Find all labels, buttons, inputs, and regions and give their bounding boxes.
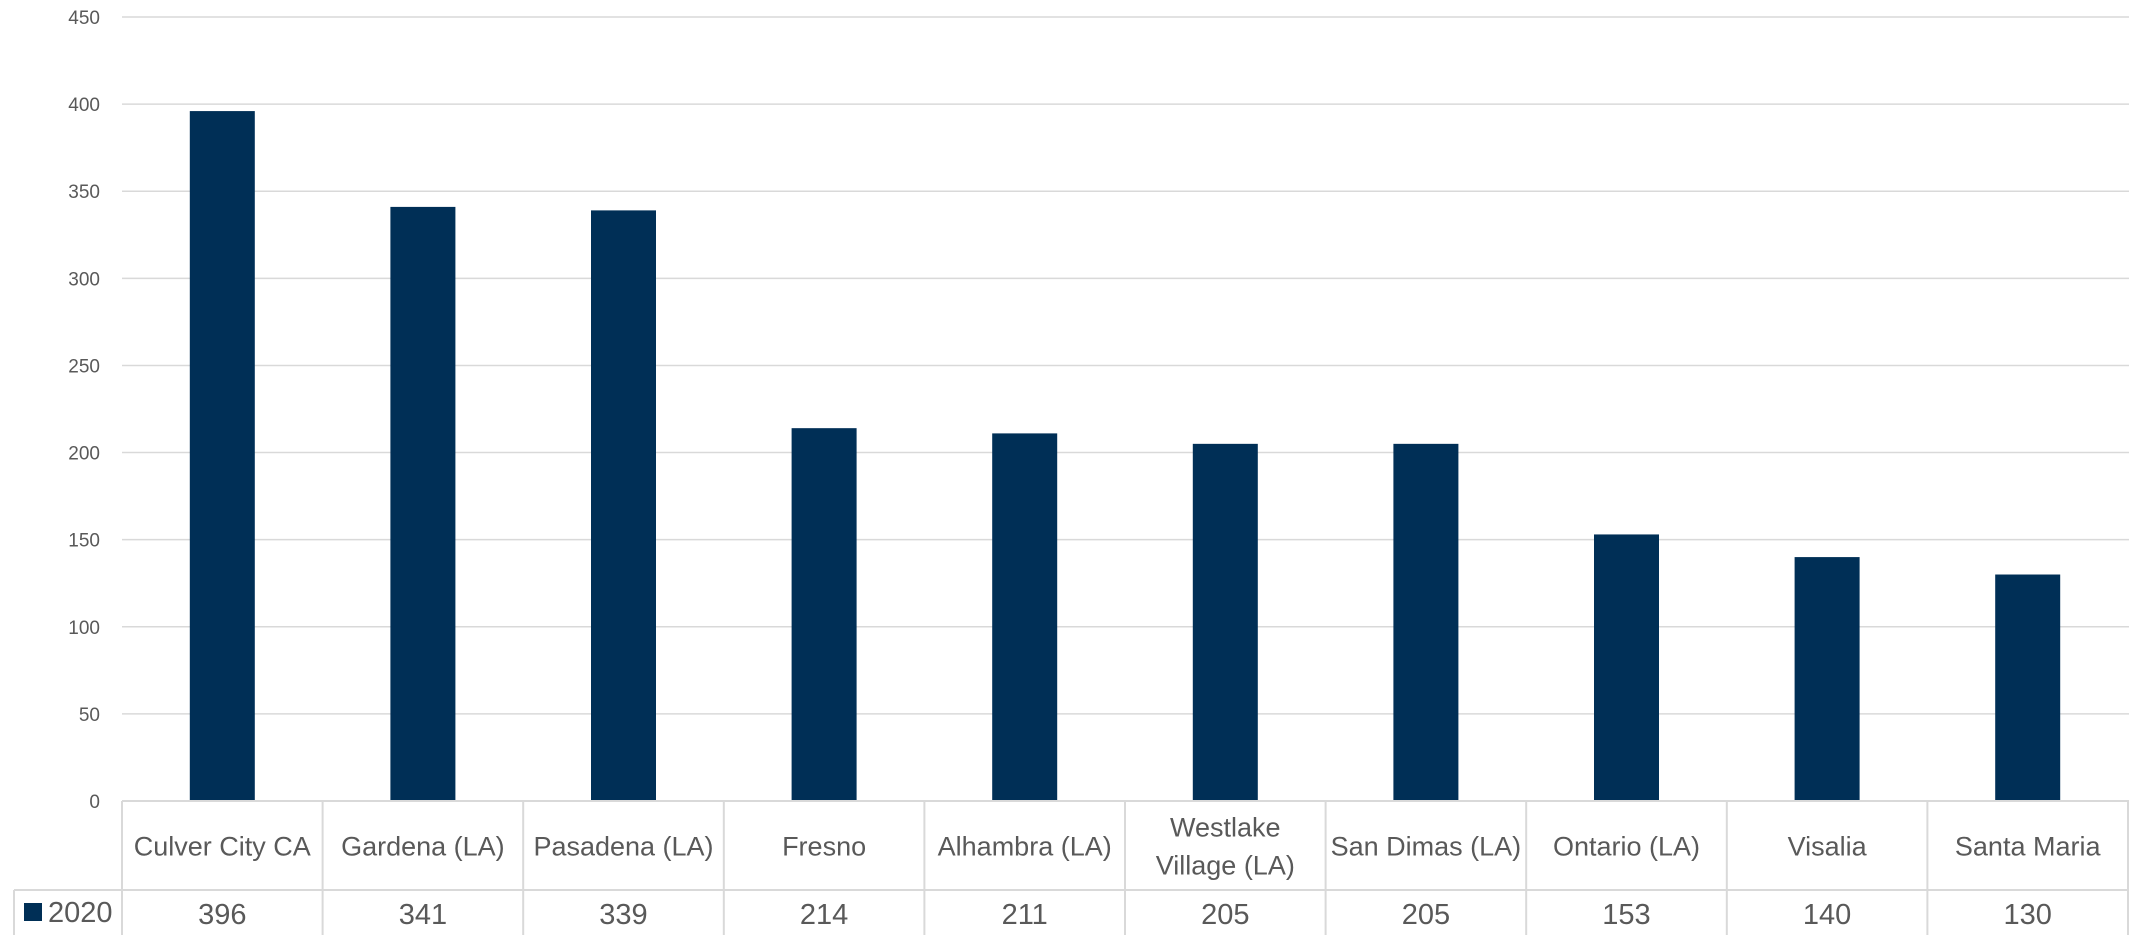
- y-tick-label: 150: [68, 531, 100, 552]
- data-label: 130: [2004, 899, 2052, 931]
- y-tick-label: 300: [68, 269, 100, 290]
- legend-swatch: [24, 903, 42, 921]
- bar: [1594, 534, 1659, 801]
- y-tick-label: 200: [68, 444, 100, 465]
- bar: [1995, 574, 2061, 801]
- category-label: Visalia: [1788, 832, 1868, 862]
- data-label: 339: [599, 899, 647, 931]
- bar: [1794, 557, 1860, 801]
- y-tick-label: 100: [68, 618, 100, 639]
- legend-series-label: 2020: [48, 897, 113, 929]
- data-label: 205: [1402, 899, 1450, 931]
- category-label: Culver City CA: [134, 832, 311, 862]
- bar: [1393, 443, 1459, 801]
- bar: [189, 111, 255, 801]
- category-label: Alhambra (LA): [938, 832, 1112, 862]
- y-tick-label: 450: [68, 8, 100, 29]
- bar: [390, 206, 456, 801]
- bar: [791, 428, 857, 801]
- data-label: 140: [1803, 899, 1851, 931]
- y-tick-label: 50: [79, 705, 100, 726]
- category-labels: Culver City CA Gardena (LA) Pasadena (LA) F…: [134, 813, 2102, 881]
- bar: [1192, 443, 1258, 801]
- bar: [591, 210, 656, 802]
- category-label: Pasadena (LA): [533, 832, 713, 862]
- data-label: 214: [800, 899, 848, 931]
- y-tick-label: 350: [68, 182, 100, 203]
- data-label: 396: [198, 899, 246, 931]
- data-label: 205: [1201, 899, 1249, 931]
- data-table: [13, 800, 2129, 935]
- category-label: Westlake: [1170, 813, 1281, 843]
- category-label: Gardena (LA): [341, 832, 505, 862]
- gridlines: [122, 16, 2129, 715]
- bar: [992, 433, 1058, 801]
- bars: [189, 111, 2061, 802]
- category-label: Santa Maria: [1955, 832, 2102, 862]
- category-label: Ontario (LA): [1553, 832, 1700, 862]
- y-tick-label: 250: [68, 356, 100, 377]
- y-tick-label: 0: [89, 792, 100, 813]
- y-axis-tick-labels: 0 50 100 150 200 250 300 350 400 450: [68, 8, 100, 813]
- category-label: Village (LA): [1156, 851, 1295, 881]
- legend: 2020: [24, 897, 113, 929]
- y-tick-label: 400: [68, 95, 100, 116]
- data-label: 211: [1002, 899, 1048, 931]
- data-label: 153: [1602, 899, 1650, 931]
- category-label: San Dimas (LA): [1331, 832, 1522, 862]
- data-table-values: 396 341 339 214 211 205 205 153 140 130: [198, 899, 2052, 931]
- category-label: Fresno: [782, 832, 866, 862]
- data-label: 341: [399, 899, 447, 931]
